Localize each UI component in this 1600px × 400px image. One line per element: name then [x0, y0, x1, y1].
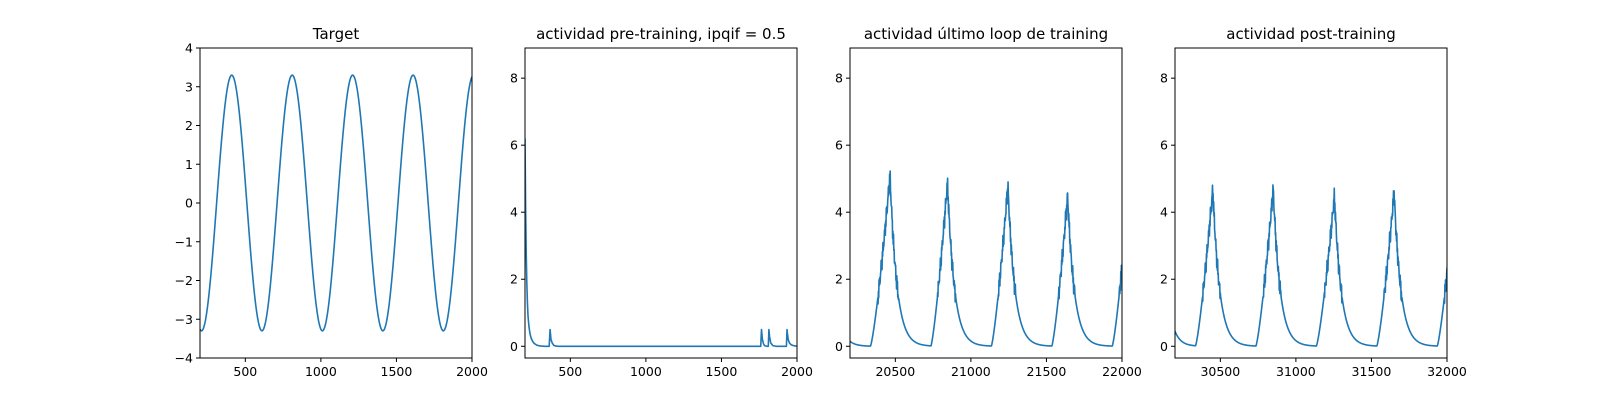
- x-tick-label: 1000: [305, 364, 337, 379]
- y-tick-label: 0: [185, 196, 193, 211]
- x-tick-label: 21000: [951, 364, 991, 379]
- plot-frame: [199, 47, 473, 359]
- chart-panel-4: actividad post-training 30500 31000 31500 32…: [1160, 25, 1467, 379]
- y-tick-label: 0: [510, 339, 518, 354]
- x-tick-label: 1000: [630, 364, 662, 379]
- x-tick-label: 32000: [1427, 364, 1467, 379]
- y-tick-label: 2: [185, 118, 193, 133]
- y-tick-label: 3: [185, 79, 193, 94]
- y-tick-label: 4: [510, 205, 518, 220]
- y-tick-label: 8: [835, 71, 843, 86]
- y-tick-label: 2: [835, 272, 843, 287]
- x-tick-label: 31000: [1276, 364, 1316, 379]
- x-tick-label: 2000: [456, 364, 488, 379]
- y-tick-label: −1: [175, 234, 193, 249]
- series-line: [850, 170, 1122, 347]
- chart-panel-3: actividad último loop de training 20500 21…: [835, 25, 1142, 379]
- y-tick-label: 0: [1160, 339, 1168, 354]
- chart-title: Target: [312, 25, 360, 43]
- x-tick-label: 22000: [1102, 364, 1142, 379]
- y-tick-label: −2: [175, 273, 193, 288]
- x-tick-label: 2000: [781, 364, 813, 379]
- y-tick-label: 6: [1160, 138, 1168, 153]
- x-tick-label: 500: [558, 364, 582, 379]
- y-tick-label: −4: [175, 351, 193, 366]
- y-tick-label: −3: [175, 312, 193, 327]
- y-tick-label: 2: [510, 272, 518, 287]
- plot-frame: [849, 47, 1123, 359]
- plot-frame: [524, 47, 798, 359]
- x-tick-label: 1500: [381, 364, 413, 379]
- plot-frame: [1174, 47, 1448, 359]
- chart-title: actividad post-training: [1226, 25, 1395, 43]
- x-tick-label: 30500: [1200, 364, 1240, 379]
- y-tick-label: 4: [1160, 205, 1168, 220]
- y-tick-label: 8: [1160, 71, 1168, 86]
- y-tick-label: 4: [835, 205, 843, 220]
- x-tick-label: 21500: [1027, 364, 1067, 379]
- y-tick-label: 6: [510, 138, 518, 153]
- chart-panel-2: actividad pre-training, ipqif = 0.5 500 10…: [510, 25, 813, 379]
- chart-title: actividad último loop de training: [864, 25, 1108, 43]
- series-line: [200, 74, 472, 332]
- y-tick-label: 8: [510, 71, 518, 86]
- x-tick-label: 500: [233, 364, 257, 379]
- series-line: [525, 138, 797, 348]
- y-tick-label: 0: [835, 339, 843, 354]
- chart-title: actividad pre-training, ipqif = 0.5: [536, 25, 786, 43]
- x-tick-label: 20500: [875, 364, 915, 379]
- y-tick-label: 2: [1160, 272, 1168, 287]
- chart-panel-1: Target 500 1000 1500 2000 −4 −3 −2 −1 0 1 2 3 4: [175, 25, 488, 379]
- x-tick-label: 1500: [706, 364, 738, 379]
- y-tick-label: 6: [835, 138, 843, 153]
- series-line: [1175, 184, 1447, 347]
- x-tick-label: 31500: [1352, 364, 1392, 379]
- y-tick-label: 4: [185, 41, 193, 56]
- y-tick-label: 1: [185, 157, 193, 172]
